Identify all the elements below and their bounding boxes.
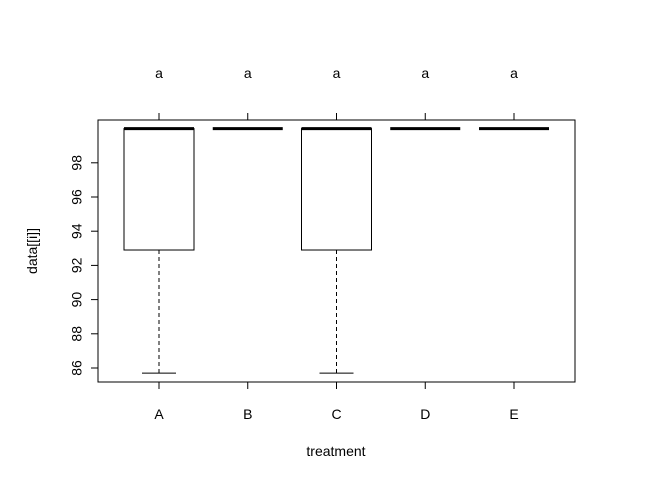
chart-marks	[123, 127, 549, 374]
x-tick-label-E: E	[509, 406, 518, 422]
axis-labels: treatment data[[i]]	[24, 228, 366, 459]
x-tick-label-C: C	[331, 406, 341, 422]
x-tick-label-B: B	[243, 406, 252, 422]
y-tick-label-88: 88	[69, 326, 85, 342]
y-axis-title: data[[i]]	[24, 228, 40, 274]
axes: 86 88 90 92 94 96 98 A B C D Ea a a a a	[69, 65, 519, 422]
y-tick-label-98: 98	[69, 155, 85, 171]
group-label-E: a	[510, 65, 518, 81]
group-label-C: a	[333, 65, 341, 81]
box-C	[301, 128, 372, 251]
group-label-A: a	[155, 65, 163, 81]
x-tick-label-A: A	[154, 406, 164, 422]
y-tick-label-96: 96	[69, 189, 85, 205]
group-label-D: a	[421, 65, 429, 81]
group-label-B: a	[244, 65, 252, 81]
box-A	[123, 128, 195, 251]
y-tick-label-86: 86	[69, 360, 85, 376]
y-tick-label-94: 94	[69, 223, 85, 239]
x-axis-title: treatment	[306, 443, 365, 459]
y-tick-label-90: 90	[69, 292, 85, 308]
y-tick-label-92: 92	[69, 257, 85, 273]
x-tick-label-D: D	[420, 406, 430, 422]
